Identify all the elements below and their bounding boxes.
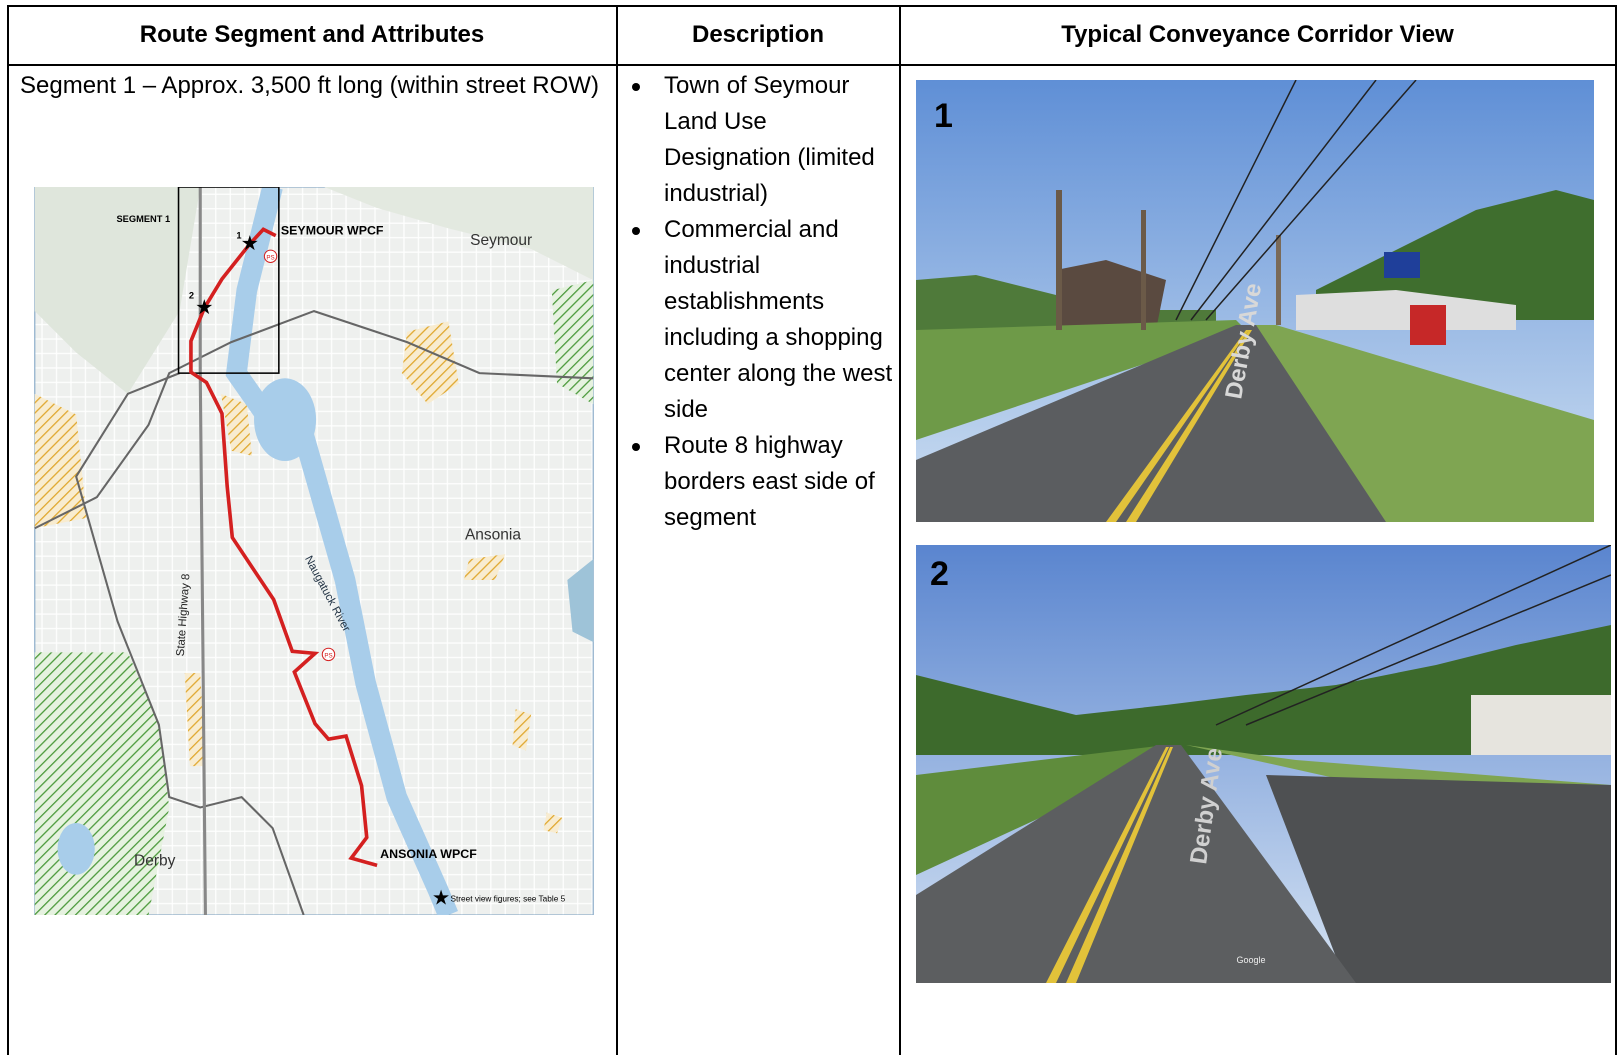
- column-header: Typical Conveyance Corridor View: [1061, 21, 1454, 48]
- photo-credit: Google: [1236, 955, 1265, 965]
- segment-text: Segment 1 – Approx. 3,500 ft long (withi…: [20, 72, 599, 99]
- map-label: Street view figures; see Table 5: [450, 895, 565, 904]
- column-header: Description: [691, 21, 825, 48]
- map-label: 1: [236, 231, 241, 241]
- street-photo: 2 Derby Ave Google: [916, 545, 1611, 983]
- map-label: Seymour: [470, 232, 532, 249]
- table-border: [899, 5, 901, 1055]
- map-label: SEGMENT 1: [116, 214, 170, 224]
- map-label: Ansonia: [465, 527, 521, 544]
- map-star: ★: [195, 296, 214, 319]
- description-item: Commercial and industrial establishments…: [620, 212, 895, 428]
- map-label: Derby: [134, 852, 176, 869]
- table-border: [7, 5, 9, 1055]
- description-item: Town of Seymour Land Use Designation (li…: [620, 68, 895, 212]
- description-list: Town of Seymour Land Use Designation (li…: [620, 68, 895, 536]
- route-map: PS PS ★ ★ ★ 1 2 SEGMENT 1 SEYMOUR WPCF S…: [34, 187, 594, 915]
- column-header: Route Segment and Attributes: [139, 21, 485, 48]
- map-label: PS: [266, 254, 274, 261]
- map-label: ANSONIA WPCF: [380, 847, 477, 861]
- table-border: [7, 5, 1616, 7]
- table-border: [1615, 5, 1617, 1055]
- map-label: State Highway 8: [175, 573, 193, 656]
- photo-number: 2: [930, 555, 949, 593]
- table-border: [7, 64, 1616, 66]
- photo-number: 1: [934, 97, 953, 135]
- description-item: Route 8 highway borders east side of seg…: [620, 428, 895, 536]
- table-border: [616, 5, 618, 1055]
- map-label: PS: [324, 653, 332, 660]
- map-label: 2: [189, 291, 194, 301]
- street-photo: 1 Derby Ave: [916, 80, 1594, 522]
- map-star: ★: [432, 887, 451, 910]
- map-label: SEYMOUR WPCF: [281, 224, 384, 238]
- map-star: ★: [241, 232, 260, 255]
